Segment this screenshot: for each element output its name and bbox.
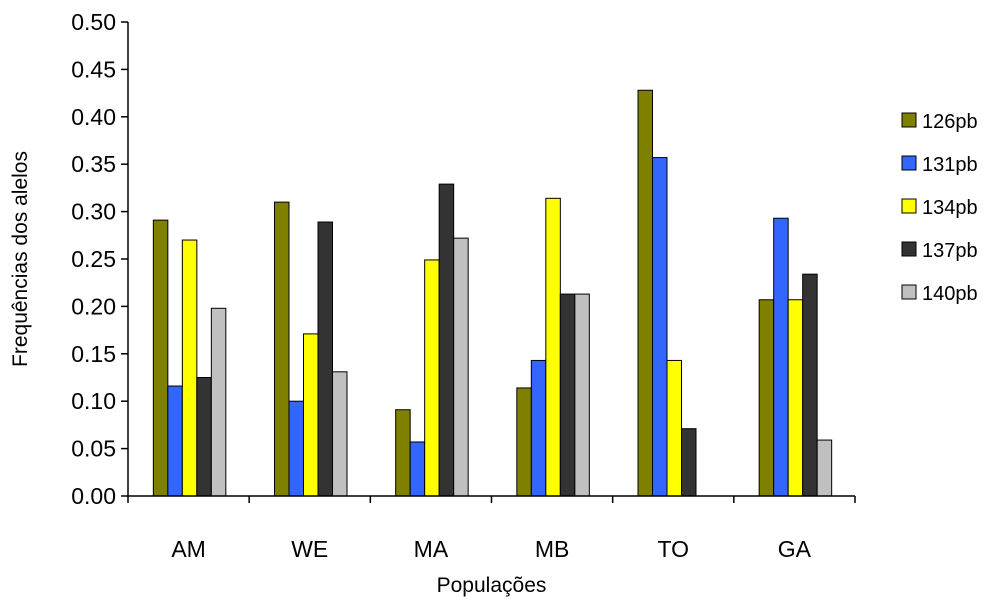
y-tick-label: 0.45 <box>71 56 116 82</box>
bar-131pb-AM <box>167 385 183 497</box>
bar-131pb-WE <box>288 400 304 497</box>
y-axis-label: Frequências dos alelos <box>9 151 32 367</box>
legend-label: 140pb <box>922 283 978 305</box>
bar-126pb-AM <box>152 219 169 497</box>
x-tick-label: MA <box>414 536 449 562</box>
bar-134pb-WE <box>303 333 319 497</box>
legend-swatch <box>901 284 917 300</box>
bar-140pb-AM <box>210 307 227 497</box>
bar-126pb-MB <box>516 387 532 497</box>
legend-swatch <box>901 198 917 214</box>
y-tick-label: 0.25 <box>71 246 116 272</box>
bar-131pb-TO <box>652 157 668 497</box>
bar-134pb-AM <box>181 239 198 497</box>
y-tick-label: 0.00 <box>71 483 116 509</box>
y-tick-label: 0.05 <box>71 436 116 462</box>
legend: 126pb 131pb 134pb 137pb 140pb <box>901 111 978 305</box>
x-tick-label: MB <box>535 536 570 562</box>
x-tick-label: TO <box>657 536 689 562</box>
legend-label: 126pb <box>922 111 978 133</box>
legend-swatch <box>901 241 917 257</box>
bar-140pb-WE <box>332 371 348 497</box>
legend-swatch <box>901 155 917 171</box>
x-tick-label: WE <box>291 536 328 562</box>
bar-137pb-MA <box>438 183 455 497</box>
legend-label: 134pb <box>922 197 978 219</box>
legend-label: 131pb <box>922 154 978 176</box>
y-tick-label: 0.10 <box>71 388 116 414</box>
bar-126pb-WE <box>274 201 290 497</box>
bar-140pb-MA <box>453 237 469 497</box>
bar-134pb-MA <box>424 259 440 497</box>
bar-126pb-TO <box>637 89 653 497</box>
y-tick-label: 0.50 <box>71 9 116 35</box>
bar-134pb-TO <box>666 359 682 497</box>
bar-131pb-MA <box>409 441 426 497</box>
legend-label: 137pb <box>922 240 978 262</box>
x-tick-label: GA <box>778 536 812 562</box>
bar-137pb-GA <box>802 273 818 497</box>
y-ticks: 0.00 0.05 0.10 0.15 0.20 0.25 0.30 0.35 0.40 0.45… <box>71 9 128 509</box>
bar-140pb-MB <box>574 293 590 497</box>
y-tick-label: 0.20 <box>71 293 116 319</box>
bar-140pb-GA <box>816 439 833 497</box>
bar-126pb-MA <box>395 409 411 497</box>
bar-131pb-MB <box>530 359 547 497</box>
bar-137pb-MB <box>559 293 576 497</box>
y-tick-label: 0.30 <box>71 199 116 225</box>
bar-131pb-GA <box>773 217 789 497</box>
bar-137pb-TO <box>681 428 697 497</box>
bar-134pb-GA <box>787 299 804 497</box>
legend-swatch <box>901 112 917 128</box>
y-tick-label: 0.40 <box>71 104 116 130</box>
bar-126pb-GA <box>758 299 775 497</box>
x-tick-label: AM <box>171 536 206 562</box>
bars-layer <box>152 89 833 497</box>
x-axis-label: Populações <box>437 574 547 597</box>
bar-134pb-MB <box>545 197 561 497</box>
y-tick-label: 0.15 <box>71 341 116 367</box>
bar-137pb-WE <box>317 221 333 497</box>
bar-137pb-AM <box>196 377 212 497</box>
x-ticks: AM WE MA MB TO GA <box>127 496 856 562</box>
y-tick-label: 0.35 <box>71 151 116 177</box>
